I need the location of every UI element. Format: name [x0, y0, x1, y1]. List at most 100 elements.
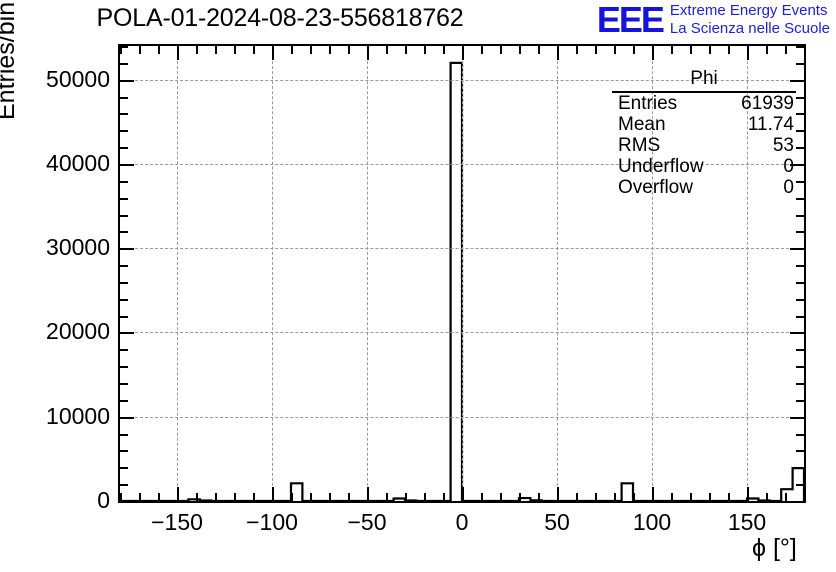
x-axis-title: ϕ [°] — [752, 534, 797, 562]
stats-box-rows: Entries 61939 Mean 11.74 RMS 53 Underflow 0 Over… — [612, 93, 796, 198]
y-tick-label: 10000 — [46, 402, 110, 429]
axis-tick — [614, 46, 616, 54]
axis-tick — [595, 493, 597, 501]
x-tick-label: −100 — [246, 509, 298, 535]
axis-tick — [120, 46, 128, 48]
x-tick-label: 50 — [544, 509, 570, 535]
y-tick-label: 30000 — [46, 234, 110, 261]
axis-tick — [120, 467, 128, 470]
axis-tick — [796, 450, 804, 453]
axis-tick — [120, 383, 128, 386]
axis-tick — [424, 46, 426, 54]
axis-tick — [310, 46, 312, 54]
page-title: POLA-01-2024-08-23-556818762 — [96, 4, 464, 32]
x-tick-label: 0 — [455, 509, 469, 535]
axis-tick — [120, 147, 128, 150]
axis-tick — [272, 46, 274, 60]
stats-row-value: 61939 — [741, 93, 794, 114]
axis-tick — [790, 332, 804, 335]
axis-tick — [796, 366, 804, 369]
axis-tick — [519, 46, 521, 54]
axis-tick — [120, 349, 128, 352]
axis-tick — [796, 197, 804, 200]
axis-tick — [120, 180, 128, 183]
eee-logo-text: Extreme Energy Events La Scienza nelle S… — [670, 2, 830, 38]
y-tick-label: 40000 — [46, 149, 110, 176]
axis-tick — [709, 493, 711, 501]
axis-tick — [386, 46, 388, 54]
stats-row-key: Underflow — [618, 156, 704, 177]
y-tick-label: 50000 — [46, 65, 110, 92]
axis-tick — [614, 493, 616, 501]
axis-tick — [405, 46, 407, 54]
stats-row: Underflow 0 — [612, 156, 796, 177]
axis-tick — [120, 214, 128, 217]
axis-tick — [329, 493, 331, 501]
axis-tick — [519, 493, 521, 501]
axis-tick — [120, 366, 128, 369]
axis-tick — [158, 46, 160, 54]
axis-tick — [671, 493, 673, 501]
axis-tick — [796, 433, 804, 436]
axis-tick — [796, 349, 804, 352]
axis-tick — [120, 332, 134, 335]
stats-row-value: 0 — [783, 177, 794, 198]
axis-tick — [766, 493, 768, 501]
axis-tick — [796, 399, 804, 402]
axis-tick — [120, 62, 128, 65]
stats-row-value: 0 — [783, 156, 794, 177]
axis-tick — [120, 416, 134, 419]
axis-tick — [253, 46, 255, 54]
stats-row: RMS 53 — [612, 135, 796, 156]
axis-tick — [120, 501, 134, 503]
axis-tick — [120, 248, 134, 251]
stats-row-key: RMS — [618, 135, 661, 156]
axis-tick — [796, 231, 804, 234]
axis-tick — [120, 79, 134, 82]
axis-tick — [796, 265, 804, 268]
axis-tick — [405, 493, 407, 501]
axis-tick — [120, 197, 128, 200]
gridline-vertical — [367, 46, 368, 501]
axis-tick — [443, 493, 445, 501]
axis-tick — [120, 399, 128, 402]
axis-tick — [796, 214, 804, 217]
eee-logo-line1: Extreme Energy Events — [669, 2, 828, 19]
stats-row-key: Mean — [618, 114, 666, 135]
x-tick-label: 150 — [727, 509, 767, 535]
axis-tick — [785, 493, 787, 501]
axis-tick — [633, 493, 635, 501]
gridline-vertical — [272, 46, 273, 501]
gridline-vertical — [747, 46, 748, 501]
axis-tick — [177, 487, 179, 501]
axis-tick — [329, 46, 331, 54]
axis-tick — [796, 62, 804, 65]
axis-tick — [424, 493, 426, 501]
eee-logo: EEE Extreme Energy Events La Scienza nel… — [597, 2, 830, 38]
axis-tick — [796, 180, 804, 183]
y-axis-title: Entries/bin — [0, 1, 20, 120]
axis-tick — [120, 433, 128, 436]
axis-tick — [462, 46, 464, 60]
axis-tick — [790, 248, 804, 251]
stats-row: Overflow 0 — [612, 177, 796, 198]
axis-tick — [790, 501, 804, 503]
axis-tick — [443, 46, 445, 54]
axis-tick — [462, 487, 464, 501]
axis-tick — [158, 493, 160, 501]
axis-tick — [576, 46, 578, 54]
axis-tick — [796, 467, 804, 470]
axis-tick — [796, 147, 804, 150]
axis-tick — [272, 487, 274, 501]
axis-tick — [557, 487, 559, 501]
stats-row-value: 11.74 — [747, 114, 794, 135]
axis-tick — [139, 46, 141, 54]
axis-tick — [538, 493, 540, 501]
axis-tick — [481, 493, 483, 501]
x-tick-label: 100 — [632, 509, 672, 535]
axis-tick — [481, 46, 483, 54]
axis-tick — [120, 298, 128, 301]
axis-tick — [633, 46, 635, 54]
gridline-vertical — [462, 46, 463, 501]
axis-tick — [804, 493, 806, 501]
